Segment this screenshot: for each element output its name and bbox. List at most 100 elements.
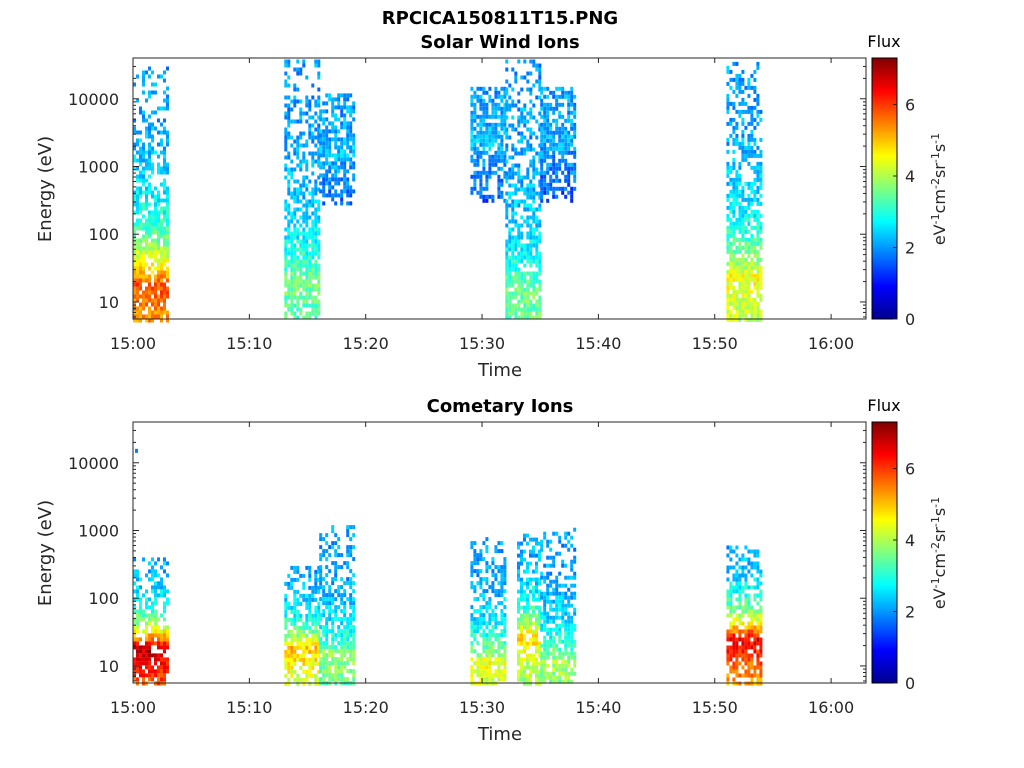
spectrogram-cell — [287, 83, 291, 88]
spectrogram-cell — [157, 629, 160, 634]
spectrogram-cell — [538, 549, 541, 554]
spectrogram-cell — [750, 153, 754, 158]
spectrogram-cell — [308, 637, 312, 642]
spectrogram-cell — [166, 210, 169, 215]
spectrogram-cell — [511, 275, 515, 280]
spectrogram-cell — [151, 210, 154, 215]
spectrogram-cell — [747, 229, 751, 234]
spectrogram-cell — [494, 162, 498, 167]
spectrogram-cell — [317, 87, 321, 92]
spectrogram-cell — [535, 605, 538, 610]
spectrogram-cell — [133, 302, 136, 307]
spectrogram-cell — [753, 561, 757, 566]
spectrogram-cell — [741, 637, 745, 642]
spectrogram-cell — [142, 114, 145, 119]
spectrogram-cell — [151, 110, 154, 115]
spectrogram-cell — [529, 677, 532, 682]
spectrogram-cell — [520, 613, 523, 618]
x-tick-label: 15:30 — [459, 698, 505, 717]
spectrogram-cell — [308, 283, 312, 288]
spectrogram-cell — [747, 637, 751, 642]
spectrogram-cell — [485, 174, 489, 179]
spectrogram-cell — [334, 153, 338, 158]
spectrogram-cell — [726, 101, 730, 106]
spectrogram-cell — [570, 134, 574, 139]
spectrogram-cell — [491, 653, 495, 658]
spectrogram-cell — [538, 219, 542, 224]
spectrogram-cell — [747, 641, 751, 646]
spectrogram-cell — [148, 621, 151, 626]
spectrogram-cell — [494, 625, 498, 630]
spectrogram-cell — [148, 569, 151, 574]
spectrogram-cell — [305, 649, 309, 654]
spectrogram-cell — [160, 645, 163, 650]
x-tick-label: 15:00 — [110, 334, 156, 353]
spectrogram-cell — [732, 225, 736, 230]
spectrogram-cell — [741, 77, 745, 82]
spectrogram-cell — [293, 191, 297, 196]
spectrogram-cell — [160, 246, 163, 251]
spectrogram-cell — [546, 106, 550, 111]
spectrogram-cell — [520, 243, 524, 248]
spectrogram-cell — [753, 617, 757, 622]
spectrogram-cell — [337, 101, 341, 106]
spectrogram-cell — [296, 299, 300, 304]
spectrogram-cell — [756, 237, 760, 242]
spectrogram-cell — [284, 255, 288, 260]
spectrogram-cell — [573, 146, 577, 151]
spectrogram-cell — [287, 107, 291, 112]
spectrogram-cell — [284, 609, 288, 614]
spectrogram-cell — [564, 595, 568, 600]
spectrogram-cell — [744, 637, 748, 642]
spectrogram-cell — [500, 154, 504, 159]
spectrogram-cell — [503, 102, 507, 107]
spectrogram-cell — [290, 275, 294, 280]
spectrogram-cell — [529, 577, 532, 582]
spectrogram-cell — [302, 625, 306, 630]
spectrogram-cell — [750, 565, 754, 570]
spectrogram-cell — [756, 629, 760, 634]
spectrogram-cell — [540, 675, 544, 680]
spectrogram-cell — [299, 629, 303, 634]
spectrogram-cell — [561, 146, 565, 151]
spectrogram-cell — [564, 611, 568, 616]
spectrogram-cell — [532, 255, 536, 260]
spectrogram-cell — [523, 119, 527, 124]
spectrogram-cell — [139, 286, 142, 291]
spectrogram-cell — [349, 657, 353, 662]
spectrogram-cell — [476, 553, 480, 558]
spectrogram-cell — [160, 218, 163, 223]
spectrogram-cell — [163, 557, 166, 562]
spectrogram-cell — [741, 629, 745, 634]
spectrogram-cell — [729, 609, 733, 614]
spectrogram-cell — [552, 671, 556, 676]
spectrogram-cell — [322, 177, 326, 182]
spectrogram-cell — [503, 174, 507, 179]
spectrogram-cell — [311, 171, 315, 176]
spectrogram-cell — [340, 645, 344, 650]
spectrogram-cell — [136, 278, 139, 283]
spectrogram-cell — [570, 150, 574, 155]
spectrogram-cell — [145, 218, 148, 223]
spectrogram-cell — [314, 135, 318, 140]
spectrogram-cell — [561, 90, 565, 95]
spectrogram-cell — [744, 237, 748, 242]
spectrogram-cell — [311, 613, 315, 618]
spectrogram-cell — [570, 631, 574, 636]
spectrogram-cell — [503, 94, 507, 99]
spectrogram-cell — [732, 177, 736, 182]
spectrogram-cell — [145, 665, 148, 670]
spectrogram-cell — [290, 669, 294, 674]
spectrogram-cell — [567, 635, 571, 640]
spectrogram-cell — [750, 189, 754, 194]
spectrogram-cell — [520, 677, 523, 682]
spectrogram-cell — [151, 170, 154, 175]
spectrogram-cell — [558, 142, 562, 147]
spectrogram-cell — [511, 307, 515, 312]
spectrogram-cell — [290, 609, 294, 614]
spectrogram-cell — [526, 143, 530, 148]
spectrogram-cell — [284, 139, 288, 144]
spectrogram-cell — [284, 295, 288, 300]
spectrogram-cell — [284, 267, 288, 272]
spectrogram-cell — [497, 114, 501, 119]
